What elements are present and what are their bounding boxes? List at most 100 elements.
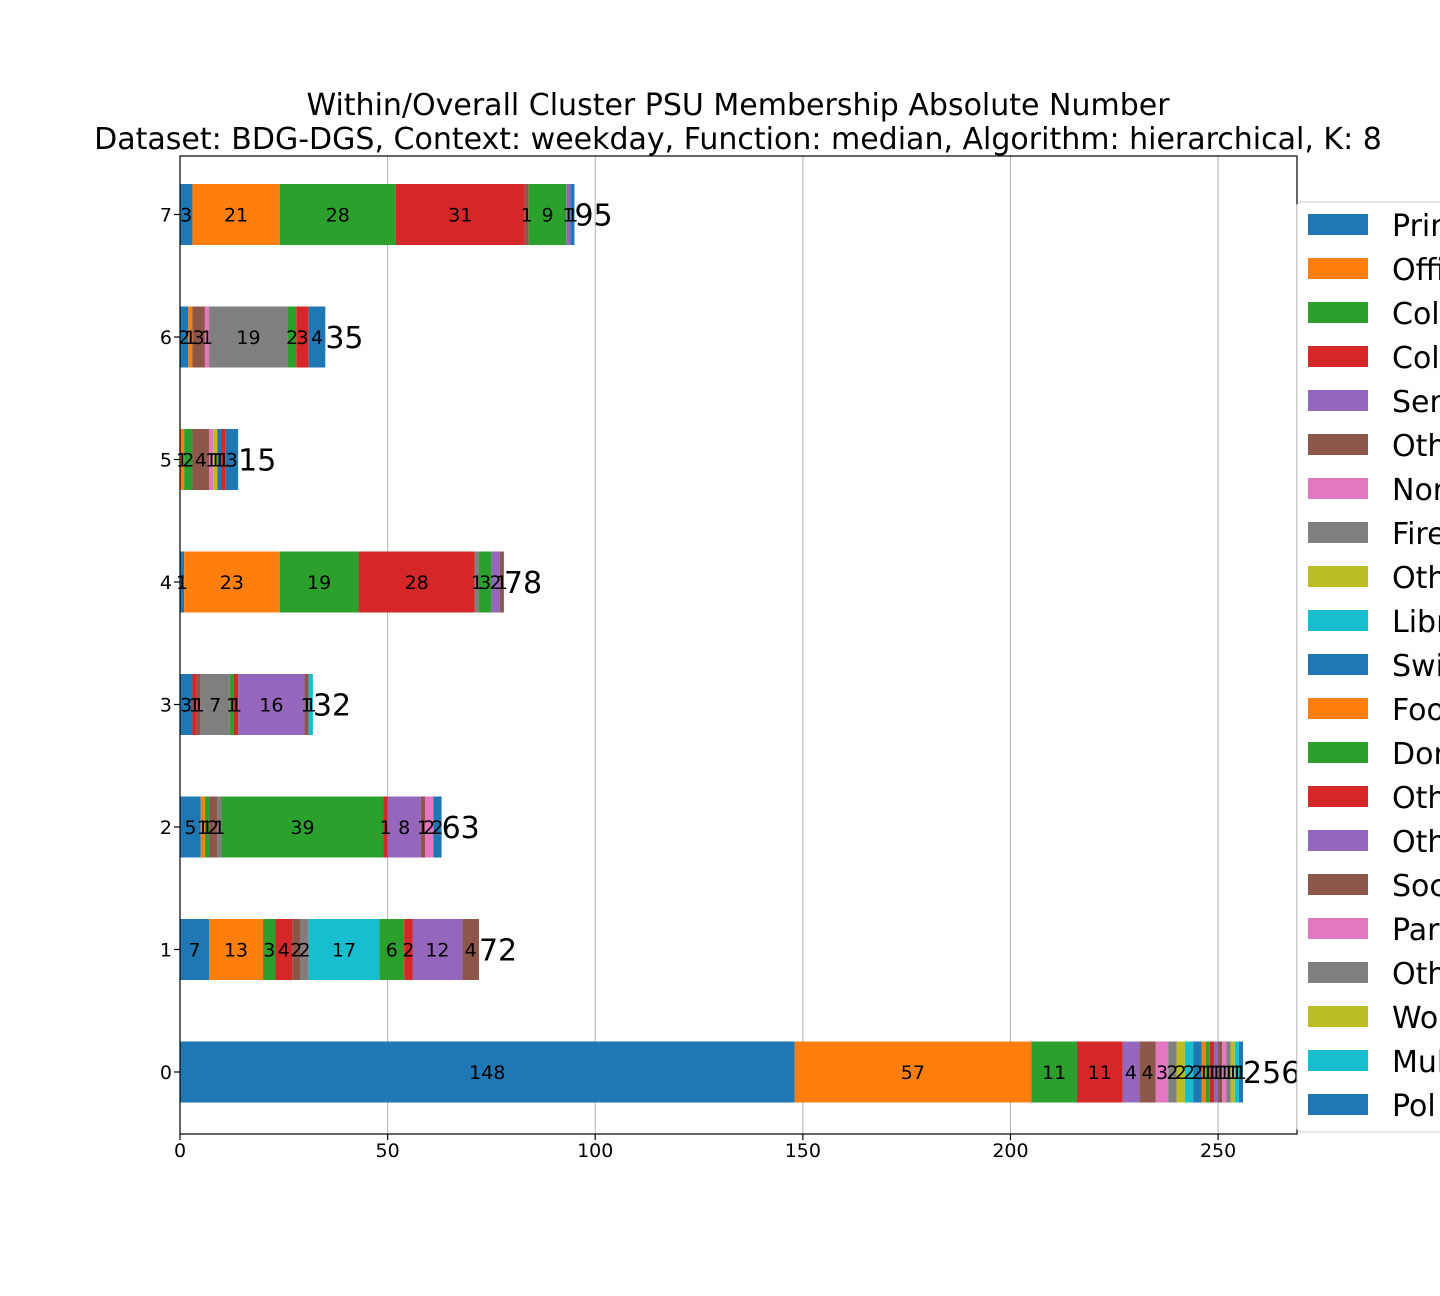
legend-entry-label: Oth	[1392, 957, 1440, 992]
segment-value-label: 1	[1210, 1062, 1222, 1084]
y-tick-label: 0	[160, 1062, 172, 1084]
y-tick-label: 6	[160, 327, 172, 349]
bar-segment	[225, 429, 239, 490]
segment-value-label: 2	[178, 327, 190, 349]
legend-swatch	[1308, 610, 1368, 631]
segment-value-label: 4	[278, 940, 290, 962]
total-value-label: 72	[479, 934, 517, 969]
segment-value-label: 1	[176, 450, 188, 472]
bar-segment	[217, 796, 222, 858]
segment-value-label: 1	[184, 327, 196, 349]
legend-swatch	[1308, 742, 1368, 763]
bar-segment	[221, 796, 384, 858]
total-value-label: 78	[504, 566, 542, 601]
segment-value-label: 4	[1125, 1062, 1137, 1084]
total-value-label: 256	[1243, 1056, 1300, 1091]
x-tick-label: 100	[577, 1140, 613, 1162]
segment-value-label: 8	[398, 817, 410, 839]
segment-value-label: 2	[286, 327, 298, 349]
bar-segment	[424, 796, 434, 858]
segment-value-label: 2	[299, 940, 311, 962]
bar-segment	[180, 796, 201, 858]
segment-value-label: 1	[521, 205, 533, 227]
segment-value-label: 13	[224, 940, 248, 962]
bar-segment	[279, 184, 396, 245]
total-value-label: 95	[574, 199, 612, 234]
bar-segment	[404, 919, 413, 980]
bar-segment	[275, 919, 293, 980]
legend-swatch	[1308, 346, 1368, 367]
x-tick-label: 250	[1200, 1140, 1236, 1162]
segment-value-label: 1	[176, 572, 188, 594]
legend-swatch	[1308, 654, 1368, 675]
bar-segment	[412, 919, 463, 980]
bar-segment	[292, 919, 301, 980]
legend-swatch	[1308, 1094, 1368, 1115]
bar-segment	[184, 551, 280, 613]
bar-segment	[387, 796, 421, 858]
bar-segment	[1176, 1041, 1185, 1103]
bar-segment	[304, 674, 309, 735]
bar-segment	[1139, 1041, 1156, 1103]
bar-segment	[462, 919, 479, 980]
chart-subtitle: Dataset: BDG-DGS, Context: weekday, Func…	[94, 122, 1382, 157]
segment-value-label: 23	[220, 572, 244, 594]
legend-entry-label: Nor	[1392, 473, 1440, 508]
bar-segment	[209, 919, 264, 980]
bar-segment	[1238, 1041, 1244, 1103]
legend-swatch	[1308, 786, 1368, 807]
chart-title: Within/Overall Cluster PSU Membership Ab…	[306, 88, 1170, 123]
segment-value-label: 7	[188, 940, 200, 962]
segment-value-label: 1	[230, 695, 242, 717]
legend-entry-label: Pol	[1392, 1089, 1436, 1124]
legend-entry-label: Prim	[1392, 209, 1440, 244]
bar-segment	[308, 919, 380, 980]
bar-segment	[1031, 1041, 1077, 1103]
bar-segment	[188, 306, 193, 368]
bar-segment	[1213, 1041, 1219, 1103]
legend-swatch	[1308, 874, 1368, 895]
legend: Prim Offi Col Col Ser Oth Nor Fire Oth Libr Swi Foo…	[1296, 201, 1440, 1133]
total-value-label: 35	[325, 321, 363, 356]
bar-segment	[229, 674, 234, 735]
legend-swatch	[1308, 566, 1368, 587]
segment-value-label: 1	[1227, 1062, 1239, 1084]
bar-segment	[279, 551, 359, 613]
segment-value-label: 28	[326, 205, 350, 227]
bar-segment	[383, 796, 388, 858]
bar-segment	[308, 674, 313, 735]
bar-segment	[192, 306, 205, 368]
bar-segment	[1076, 1041, 1123, 1103]
legend-entry-label: Swi	[1392, 649, 1440, 684]
legend-swatch	[1308, 434, 1368, 455]
segment-value-label: 1	[226, 695, 238, 717]
bar-segment	[204, 306, 210, 368]
bar-segment	[1201, 1041, 1206, 1103]
segment-value-label: 1	[205, 450, 217, 472]
bar-segment	[233, 674, 239, 735]
legend-entry-label: Foo	[1392, 693, 1440, 728]
y-tick-label: 3	[160, 695, 172, 717]
bar-segment	[184, 429, 193, 490]
segment-value-label: 3	[193, 327, 205, 349]
segment-value-label: 21	[224, 205, 248, 227]
segment-value-label: 3	[479, 572, 491, 594]
bar-segment	[1122, 1041, 1140, 1103]
segment-value-label: 1	[379, 817, 391, 839]
segment-value-label: 1	[1231, 1062, 1243, 1084]
bar-segment	[1230, 1041, 1235, 1103]
legend-swatch	[1308, 962, 1368, 983]
bar-segment	[204, 796, 210, 858]
segment-value-label: 2	[182, 450, 194, 472]
legend-entry-label: Col	[1392, 341, 1440, 376]
segment-value-label: 3	[226, 450, 238, 472]
segment-value-label: 2	[1191, 1062, 1203, 1084]
bar-segment	[308, 306, 326, 368]
segment-value-label: 31	[448, 205, 472, 227]
segment-value-label: 1	[188, 695, 200, 717]
segment-value-label: 2	[1175, 1062, 1187, 1084]
segment-value-label: 1	[193, 695, 205, 717]
plot-frame	[179, 155, 1298, 1135]
